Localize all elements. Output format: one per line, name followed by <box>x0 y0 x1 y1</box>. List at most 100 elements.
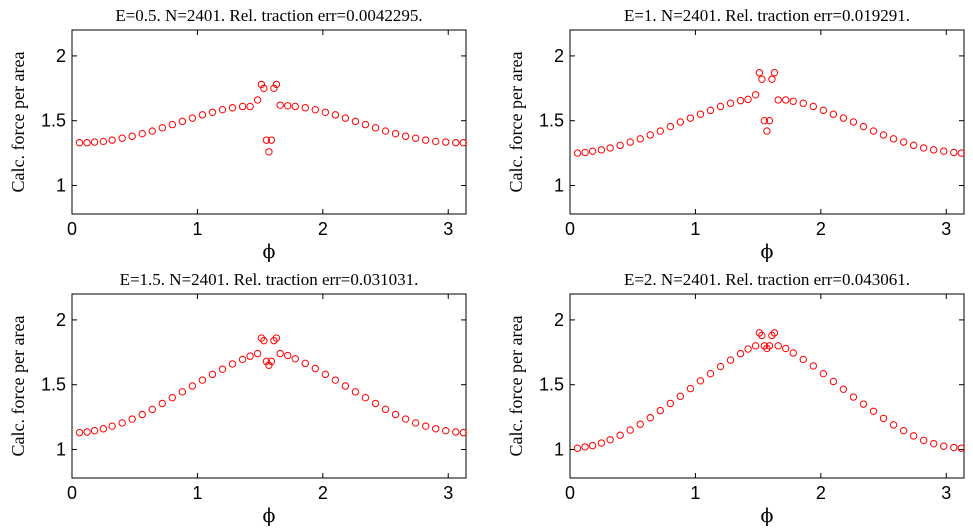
data-point <box>755 329 764 337</box>
data-point <box>208 370 217 379</box>
y-axis-label: Calc. force per area <box>8 52 28 193</box>
data-point <box>284 102 292 110</box>
data-point <box>696 377 705 385</box>
data-point <box>411 419 420 427</box>
data-point <box>83 428 91 436</box>
data-point <box>597 146 606 154</box>
data-point <box>421 136 430 144</box>
data-point <box>331 111 340 119</box>
data-point <box>253 96 262 104</box>
data-point <box>361 393 370 402</box>
data-point <box>666 399 675 408</box>
x-tick-label: 1 <box>192 219 202 239</box>
data-point <box>889 135 898 143</box>
data-point <box>228 104 237 112</box>
data-point <box>736 349 745 358</box>
data-point <box>751 91 760 99</box>
data-point <box>198 376 207 384</box>
data-point <box>763 127 771 135</box>
data-point <box>839 385 848 393</box>
data-point <box>789 97 797 105</box>
x-tick-label: 2 <box>318 483 328 503</box>
axes-box <box>71 293 467 479</box>
data-point <box>950 443 958 452</box>
subplot-1: E=0.5. N=2401. Rel. traction err=0.00422… <box>8 6 467 263</box>
data-point <box>442 427 450 435</box>
data-point <box>401 132 410 140</box>
y-tick-label: 2 <box>56 46 66 66</box>
data-point <box>99 137 108 146</box>
data-point <box>744 345 752 353</box>
data-point <box>626 138 634 146</box>
data-point <box>819 106 828 115</box>
data-point <box>371 124 380 132</box>
data-point <box>588 441 597 450</box>
data-point <box>760 342 769 350</box>
data-point <box>765 117 774 125</box>
data-point <box>656 127 664 135</box>
axes-box <box>569 293 965 479</box>
subplot-4: E=2. N=2401. Rel. traction err=0.043061.… <box>506 270 965 527</box>
data-point <box>849 118 858 126</box>
x-tick-label: 0 <box>565 483 575 503</box>
y-tick-label: 2 <box>56 310 66 330</box>
data-point <box>276 101 284 109</box>
data-point <box>581 148 589 157</box>
data-point <box>716 102 725 111</box>
data-point <box>758 75 766 83</box>
y-tick-label: 2 <box>554 310 564 330</box>
x-tick-label: 0 <box>565 219 575 239</box>
data-point <box>218 105 227 114</box>
data-point <box>789 349 797 357</box>
data-point <box>889 421 898 429</box>
data-point <box>253 349 262 358</box>
data-point <box>452 428 460 436</box>
data-point <box>208 108 217 116</box>
data-point <box>262 357 271 366</box>
data-point <box>616 141 624 150</box>
data-point <box>957 444 965 452</box>
data-point <box>573 444 582 452</box>
y-tick-label: 2 <box>554 46 564 66</box>
data-point <box>829 110 838 118</box>
data-point <box>301 104 309 112</box>
data-point <box>108 422 116 430</box>
data-point <box>90 138 99 146</box>
data-point <box>940 147 948 155</box>
plot-title: E=0.5. N=2401. Rel. traction err=0.00422… <box>115 6 422 25</box>
data-point <box>774 342 782 350</box>
data-point <box>284 351 292 360</box>
data-point <box>381 405 390 414</box>
data-point <box>459 139 467 147</box>
data-point <box>128 132 136 140</box>
data-point <box>148 405 156 414</box>
data-point <box>272 80 281 89</box>
data-point <box>391 129 400 138</box>
data-point <box>411 134 420 142</box>
data-point <box>716 362 725 371</box>
data-point <box>919 436 928 445</box>
x-tick-label: 1 <box>690 483 700 503</box>
data-point <box>819 369 828 378</box>
data-point <box>656 406 664 415</box>
y-axis-label: Calc. force per area <box>506 52 526 193</box>
data-point <box>452 139 460 147</box>
data-point <box>118 134 126 142</box>
data-point <box>361 120 370 129</box>
data-point <box>930 439 938 448</box>
data-point <box>829 377 838 386</box>
data-point <box>341 382 350 390</box>
data-point <box>270 84 278 93</box>
y-tick-label: 1.5 <box>41 375 66 395</box>
data-point <box>606 436 614 444</box>
data-point <box>260 84 268 93</box>
x-tick-label: 1 <box>690 219 700 239</box>
data-point <box>260 336 268 345</box>
data-point <box>768 75 776 83</box>
data-point <box>765 342 774 350</box>
data-point <box>755 69 764 77</box>
data-point <box>744 95 752 104</box>
y-tick-label: 1.5 <box>539 375 564 395</box>
x-tick-label: 2 <box>318 219 328 239</box>
